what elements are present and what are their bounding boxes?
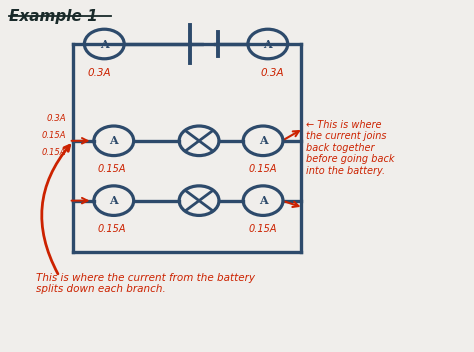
Text: A: A: [259, 135, 267, 146]
Text: 0.15A: 0.15A: [97, 224, 126, 234]
Text: A: A: [259, 195, 267, 206]
Text: 0.15A: 0.15A: [42, 131, 66, 140]
Text: A: A: [109, 195, 118, 206]
Text: 0.15A: 0.15A: [249, 164, 277, 175]
Text: A: A: [100, 38, 109, 50]
Text: 0.15A: 0.15A: [97, 164, 126, 175]
Text: ← This is where
the current joins
back together
before going back
into the batte: ← This is where the current joins back t…: [306, 120, 394, 176]
Text: Example 1: Example 1: [9, 9, 98, 24]
Text: 0.3A: 0.3A: [47, 114, 66, 124]
Text: 0.3A: 0.3A: [88, 68, 111, 78]
Text: 0.15A: 0.15A: [42, 148, 66, 157]
Text: A: A: [264, 38, 272, 50]
Text: 0.15A: 0.15A: [249, 224, 277, 234]
Text: This is where the current from the battery
splits down each branch.: This is where the current from the batte…: [36, 273, 255, 294]
Text: A: A: [109, 135, 118, 146]
Text: 0.3A: 0.3A: [261, 68, 284, 78]
